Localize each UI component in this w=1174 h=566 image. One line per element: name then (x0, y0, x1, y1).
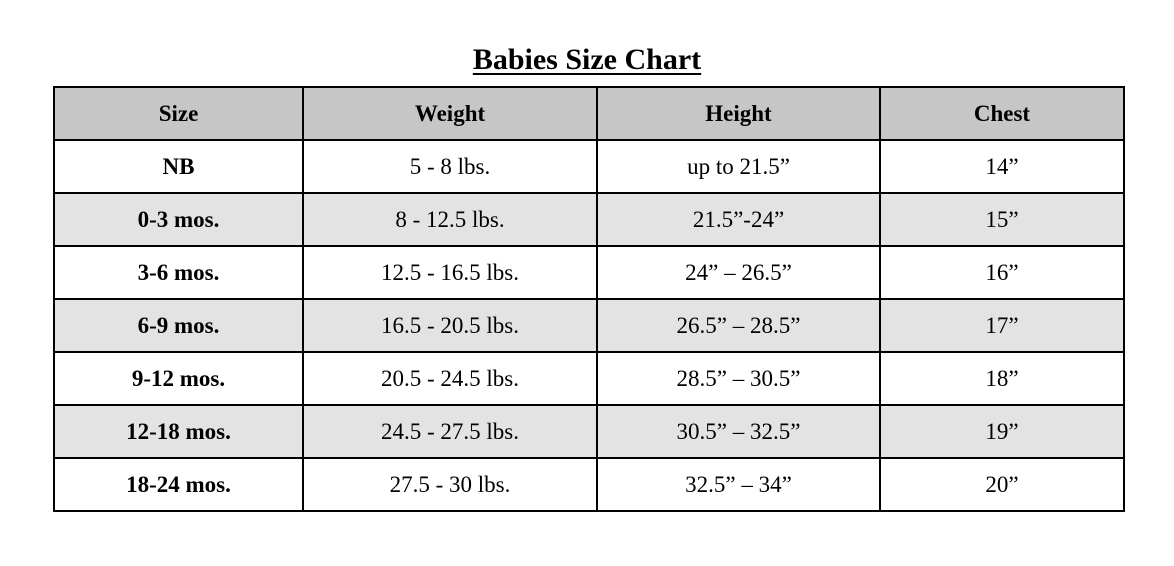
table-row: 9-12 mos. 20.5 - 24.5 lbs. 28.5” – 30.5”… (53, 351, 1125, 406)
table-row: 18-24 mos. 27.5 - 30 lbs. 32.5” – 34” 20… (53, 457, 1125, 512)
table-row: 12-18 mos. 24.5 - 27.5 lbs. 30.5” – 32.5… (53, 404, 1125, 459)
table-row: NB 5 - 8 lbs. up to 21.5” 14” (53, 139, 1125, 194)
table-row: 3-6 mos. 12.5 - 16.5 lbs. 24” – 26.5” 16… (53, 245, 1125, 300)
height-cell: 26.5” – 28.5” (596, 298, 881, 353)
size-cell: 18-24 mos. (53, 457, 304, 512)
weight-cell: 24.5 - 27.5 lbs. (302, 404, 598, 459)
header-height: Height (596, 86, 881, 141)
height-cell: 30.5” – 32.5” (596, 404, 881, 459)
chest-cell: 17” (879, 298, 1125, 353)
chest-cell: 14” (879, 139, 1125, 194)
size-table: Size Weight Height Chest NB 5 - 8 lbs. u… (53, 86, 1125, 512)
table-row: 0-3 mos. 8 - 12.5 lbs. 21.5”-24” 15” (53, 192, 1125, 247)
weight-cell: 16.5 - 20.5 lbs. (302, 298, 598, 353)
size-cell: 0-3 mos. (53, 192, 304, 247)
size-cell: 3-6 mos. (53, 245, 304, 300)
size-cell: 9-12 mos. (53, 351, 304, 406)
height-cell: up to 21.5” (596, 139, 881, 194)
header-size: Size (53, 86, 304, 141)
chest-cell: 18” (879, 351, 1125, 406)
height-cell: 24” – 26.5” (596, 245, 881, 300)
chest-cell: 20” (879, 457, 1125, 512)
size-cell: 6-9 mos. (53, 298, 304, 353)
chart-title-text: Babies Size Chart (472, 43, 702, 76)
chest-cell: 19” (879, 404, 1125, 459)
weight-cell: 27.5 - 30 lbs. (302, 457, 598, 512)
height-cell: 32.5” – 34” (596, 457, 881, 512)
weight-cell: 5 - 8 lbs. (302, 139, 598, 194)
table-row: 6-9 mos. 16.5 - 20.5 lbs. 26.5” – 28.5” … (53, 298, 1125, 353)
size-cell: 12-18 mos. (53, 404, 304, 459)
header-chest: Chest (879, 86, 1125, 141)
height-cell: 28.5” – 30.5” (596, 351, 881, 406)
chart-title: Babies Size Chart (0, 40, 1174, 80)
weight-cell: 8 - 12.5 lbs. (302, 192, 598, 247)
weight-cell: 12.5 - 16.5 lbs. (302, 245, 598, 300)
header-weight: Weight (302, 86, 598, 141)
height-cell: 21.5”-24” (596, 192, 881, 247)
chest-cell: 16” (879, 245, 1125, 300)
chest-cell: 15” (879, 192, 1125, 247)
size-cell: NB (53, 139, 304, 194)
weight-cell: 20.5 - 24.5 lbs. (302, 351, 598, 406)
header-row: Size Weight Height Chest (53, 86, 1125, 141)
